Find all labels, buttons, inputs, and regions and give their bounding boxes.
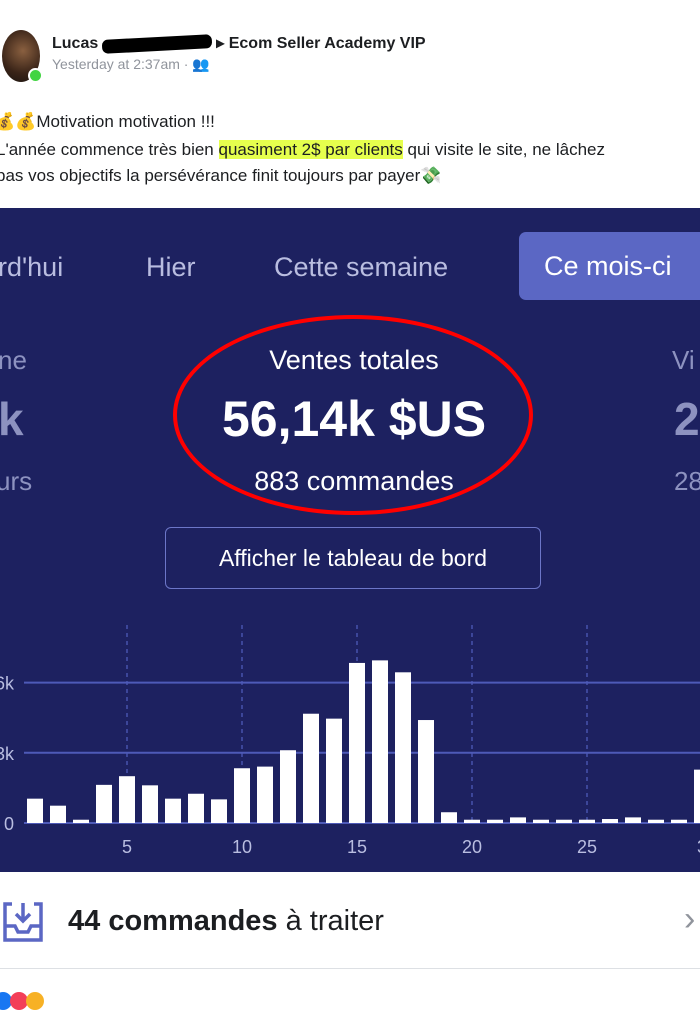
y-tick-label: 0 [4,814,14,834]
left-stat-title: ne [0,345,27,375]
bar-day-24 [556,819,572,823]
group-name[interactable]: Ecom Seller Academy VIP [228,35,426,52]
inbox-download-icon [3,902,43,942]
bar-day-18 [418,720,434,823]
bar-day-22 [510,817,526,823]
bar-day-3 [73,819,89,823]
post-line-1: 💰💰Motivation motivation !!! [0,112,215,131]
bar-day-12 [280,750,296,823]
redaction [101,33,213,54]
bar-day-28 [648,819,664,823]
reaction-icons[interactable] [0,990,60,1010]
bar-day-17 [395,672,411,823]
author-name[interactable]: Lucas [52,35,99,52]
left-stat-value: k [0,393,24,445]
right-stat-sub: 28 [674,466,700,496]
y-tick-label: 6k [0,674,15,694]
x-tick-label: 3 [697,837,700,857]
orders-to-process-text: 44 commandes à traiter [68,905,384,938]
bar-day-30 [694,769,700,823]
orders-to-process-row[interactable] [0,872,700,969]
post-meta: Yesterday at 2:37am · 👥 [52,56,210,72]
bar-day-1 [27,798,43,823]
text: L'année commence très bien [0,140,219,159]
group-icon: 👥 [192,56,210,72]
bar-day-15 [349,662,365,823]
tab-today[interactable]: rd'hui [0,252,64,282]
left-stat-sub: urs [0,466,33,496]
x-tick-label: 15 [347,837,367,857]
bar-day-10 [234,768,250,823]
x-tick-label: 10 [232,837,252,857]
y-tick-label: 3k [0,744,15,764]
text: qui visite le site, ne lâchez [402,140,606,159]
show-dashboard-button[interactable]: Afficher le tableau de bord [165,527,541,589]
bar-day-13 [303,713,319,823]
bar-day-29 [671,819,687,823]
bar-day-14 [326,718,342,823]
bar-day-23 [533,819,549,823]
bar-day-27 [625,817,641,823]
orders-suffix: à traiter [277,905,384,937]
bar-day-25 [579,819,595,823]
red-circle-annotation [173,315,533,515]
post-header: Lucas ▸ Ecom Seller Academy VIP [52,33,426,54]
x-tick-label: 5 [122,837,132,857]
bar-day-9 [211,799,227,823]
right-stat-title: Vi [672,345,695,375]
bar-day-20 [464,819,480,823]
bar-day-11 [257,766,273,823]
bar-day-2 [50,805,66,823]
online-indicator [28,68,43,83]
post-line-3: pas vos objectifs la persévérance finit … [0,166,442,185]
right-stat-value: 2 [674,393,700,445]
orders-count-bold: 44 commandes [68,905,278,937]
daily-sales-chart: 510152025303k6k [0,625,700,857]
bar-day-19 [441,812,457,823]
post-line-2: L'année commence très bien quasiment 2$ … [0,140,605,160]
highlighted-text: quasiment 2$ par clients [218,140,403,159]
bar-day-16 [372,660,388,823]
bar-day-4 [96,784,112,823]
tab-this-month[interactable]: Ce mois-ci [519,232,700,300]
bar-day-26 [602,819,618,823]
x-tick-label: 25 [577,837,597,857]
timestamp[interactable]: Yesterday at 2:37am [52,56,180,72]
bar-day-5 [119,776,135,823]
bar-day-7 [165,798,181,823]
chevron-right-icon[interactable]: › [684,900,696,938]
tab-this-week[interactable]: Cette semaine [274,252,449,282]
x-tick-label: 20 [462,837,482,857]
bar-day-21 [487,819,503,823]
bar-day-6 [142,785,158,823]
bar-day-8 [188,793,204,823]
tab-yesterday[interactable]: Hier [146,252,196,282]
